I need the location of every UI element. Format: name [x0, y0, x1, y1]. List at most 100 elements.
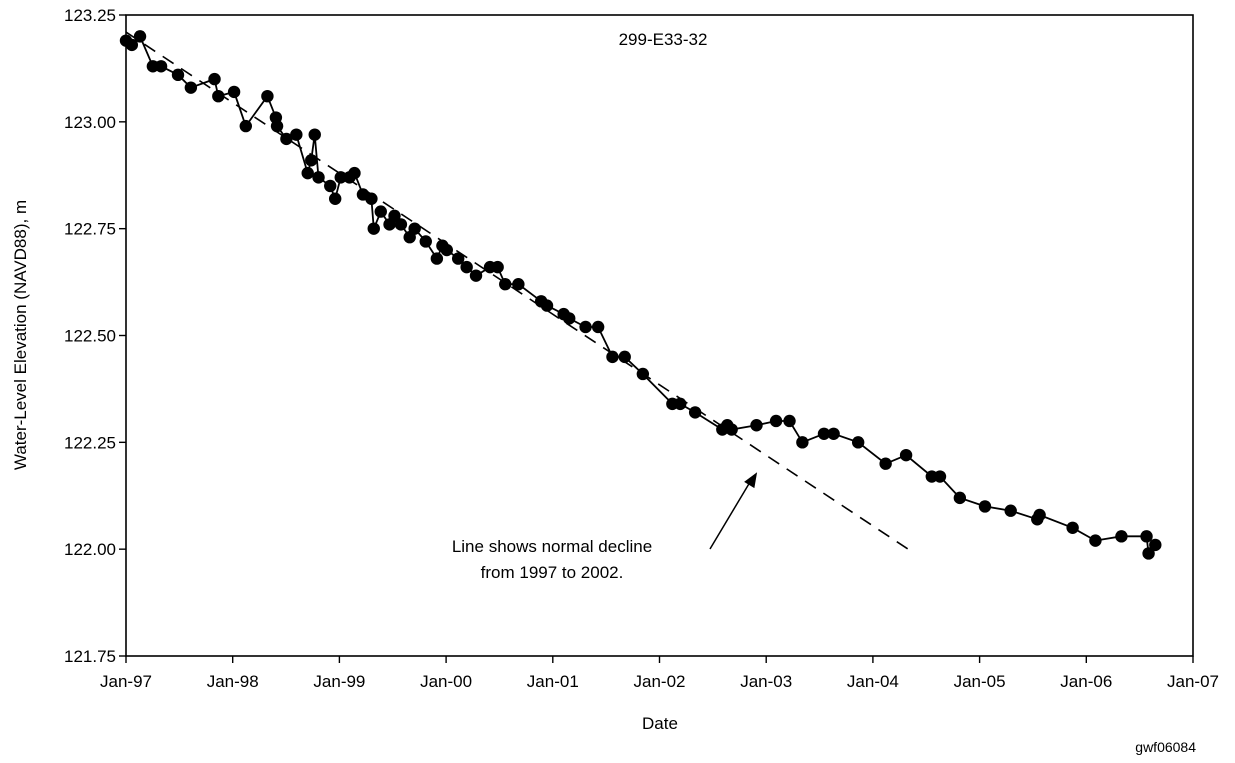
y-tick-label: 122.25	[64, 433, 116, 452]
data-point	[817, 427, 831, 440]
data-point	[783, 414, 796, 428]
data-point	[750, 419, 763, 432]
x-axis-label: Date	[642, 714, 678, 733]
data-point	[674, 397, 687, 411]
data-point	[796, 436, 809, 449]
y-tick-label: 122.75	[64, 220, 116, 239]
data-point	[851, 436, 865, 449]
data-point	[540, 299, 554, 312]
data-point	[290, 128, 303, 141]
data-point	[688, 406, 702, 419]
x-tick-label: Jan-99	[313, 672, 365, 691]
data-point	[618, 350, 631, 364]
data-point	[394, 218, 408, 231]
trend-line	[125, 31, 909, 550]
x-tick-label: Jan-03	[740, 672, 792, 691]
series-layer	[119, 30, 1162, 560]
data-point	[430, 252, 444, 265]
data-point	[499, 278, 512, 291]
data-point	[579, 320, 592, 334]
data-point	[978, 500, 992, 513]
data-point	[606, 350, 619, 364]
y-tick-label: 122.50	[64, 327, 116, 346]
data-point	[953, 491, 967, 505]
data-point	[334, 171, 347, 184]
data-point	[261, 89, 274, 103]
x-tick-label: Jan-07	[1167, 672, 1219, 691]
data-point	[899, 448, 913, 462]
annotation-layer: Line shows normal decline from 1997 to 2…	[452, 472, 758, 582]
data-point	[171, 68, 185, 82]
y-tick-label: 123.00	[64, 113, 116, 132]
data-point	[1115, 530, 1128, 543]
annotation-arrow	[709, 479, 752, 550]
data-point	[184, 81, 198, 94]
data-point	[512, 278, 525, 291]
data-point	[154, 60, 168, 73]
data-point	[133, 30, 147, 43]
data-point	[308, 128, 321, 141]
data-point	[827, 427, 840, 440]
data-point	[374, 205, 387, 218]
y-axis-label: Water-Level Elevation (NAVD88), m	[11, 200, 30, 470]
y-axis: 123.25 123.00 122.75 122.50 122.25 122.00 121.…	[64, 6, 126, 666]
data-point	[1140, 530, 1153, 543]
data-point	[408, 222, 421, 235]
data-point	[563, 312, 576, 325]
data-point	[933, 470, 947, 483]
data-point	[348, 166, 361, 180]
data-point	[1149, 538, 1162, 552]
data-point	[879, 457, 892, 470]
data-point	[491, 260, 504, 274]
data-point	[212, 89, 225, 103]
annotation-text-line-1: Line shows normal decline	[452, 537, 652, 556]
data-point	[367, 222, 380, 235]
trend-layer	[125, 31, 909, 550]
data-point	[725, 423, 738, 436]
data-point	[591, 320, 605, 334]
x-tick-label: Jan-01	[527, 672, 579, 691]
data-point	[636, 367, 650, 381]
data-point	[365, 192, 378, 205]
annotation-arrowhead	[744, 472, 758, 489]
y-tick-label: 123.25	[64, 6, 116, 25]
data-point	[1066, 521, 1079, 534]
data-point	[1033, 508, 1046, 522]
data-point	[1089, 534, 1102, 547]
data-point	[305, 154, 318, 167]
y-tick-label: 121.75	[64, 647, 116, 666]
data-point	[388, 209, 401, 223]
data-point	[125, 38, 139, 52]
x-tick-label: Jan-98	[207, 672, 259, 691]
data-point	[469, 269, 483, 282]
x-axis: Jan-97 Jan-98 Jan-99 Jan-00 Jan-01 Jan-02 Jan-…	[100, 656, 1219, 691]
data-point	[324, 179, 337, 193]
data-point	[227, 85, 241, 99]
data-point	[239, 119, 252, 133]
data-point	[312, 171, 325, 184]
data-point	[419, 235, 432, 248]
data-point	[460, 260, 473, 274]
data-point	[208, 72, 221, 86]
x-tick-label: Jan-04	[847, 672, 899, 691]
data-point	[769, 414, 783, 428]
plot-frame	[125, 14, 1194, 657]
series-line	[125, 34, 1157, 556]
data-point	[1004, 504, 1017, 517]
x-tick-label: Jan-05	[954, 672, 1006, 691]
figure-id: gwf06084	[1135, 739, 1196, 755]
chart-title: 299-E33-32	[619, 30, 708, 49]
data-point	[440, 243, 454, 257]
x-tick-label: Jan-06	[1060, 672, 1112, 691]
data-point	[270, 119, 284, 133]
x-tick-label: Jan-02	[634, 672, 686, 691]
data-point	[1142, 547, 1155, 560]
data-point	[451, 252, 465, 265]
x-tick-label: Jan-00	[420, 672, 472, 691]
data-point	[280, 132, 293, 146]
annotation-text-line-2: from 1997 to 2002.	[481, 563, 624, 582]
y-tick-label: 122.00	[64, 540, 116, 559]
x-tick-label: Jan-97	[100, 672, 152, 691]
data-point	[328, 192, 342, 205]
